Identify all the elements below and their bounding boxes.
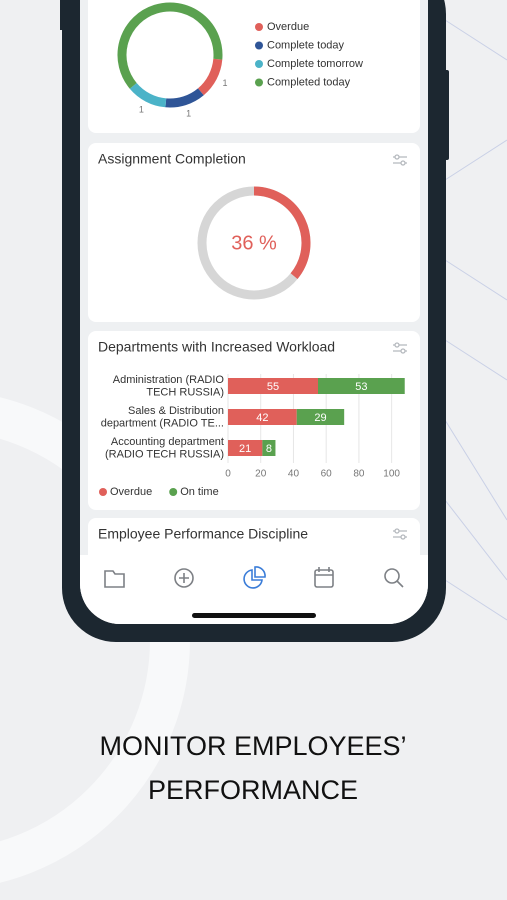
x-tick-label: 80 <box>353 469 365 480</box>
data-label: 1 <box>222 78 227 88</box>
data-label: 1 <box>186 109 191 119</box>
card-title: Employee Performance Discipline <box>98 526 308 542</box>
donut-segment <box>129 82 167 108</box>
headline: MONITOR EMPLOYEES’ <box>99 731 406 761</box>
x-tick-label: 100 <box>383 469 400 480</box>
legend-label: Overdue <box>267 21 309 33</box>
legend-marker <box>169 488 178 496</box>
bar-segment <box>262 440 276 456</box>
donut-segment <box>197 58 223 96</box>
data-label: 55 <box>267 381 279 393</box>
category-label: department (RADIO TE... <box>101 417 224 429</box>
donut-segment <box>165 88 204 108</box>
data-label: 8 <box>266 443 272 455</box>
tab-calendar[interactable] <box>314 567 334 588</box>
card-title: Assignment Completion <box>98 151 246 167</box>
tab-search[interactable] <box>384 568 404 588</box>
home-indicator <box>192 613 316 618</box>
donut-segment <box>117 2 223 89</box>
phone-button <box>444 70 449 160</box>
tab-folder[interactable] <box>104 570 125 588</box>
gauge-label: 36 % <box>231 232 277 254</box>
legend-label: On time <box>180 486 219 498</box>
category-label: TECH RUSSIA) <box>146 386 224 398</box>
data-label: 29 <box>314 412 326 424</box>
bar-segment <box>296 409 345 425</box>
data-label: 42 <box>256 412 268 424</box>
category-label: Administration (RADIO <box>113 374 225 386</box>
legend-marker <box>255 41 263 50</box>
bar-segment <box>228 409 297 425</box>
filter-icons[interactable] <box>393 154 407 540</box>
legend-label: Completed today <box>267 76 351 88</box>
legend-marker <box>255 23 263 31</box>
x-tick-label: 20 <box>255 469 267 480</box>
category-label: (RADIO TECH RUSSIA) <box>105 448 224 460</box>
legend-marker <box>99 488 107 496</box>
bar-segment <box>318 378 405 394</box>
tab-icons <box>104 566 404 589</box>
legend-marker <box>255 60 263 68</box>
card <box>88 143 420 322</box>
legend-label: Overdue <box>110 486 152 498</box>
x-tick-label: 0 <box>225 469 231 480</box>
x-tick-label: 40 <box>288 469 300 480</box>
data-label: 1 <box>139 104 144 114</box>
legend-marker <box>255 78 263 87</box>
card-title: Departments with Increased Workload <box>98 339 335 355</box>
data-label: 53 <box>355 381 367 393</box>
tab-bar <box>80 555 428 624</box>
tab-add[interactable] <box>174 568 194 588</box>
category-label: Sales & Distribution <box>128 405 224 417</box>
bar-segment <box>228 378 318 394</box>
bar-segment <box>228 440 263 456</box>
x-tick-label: 60 <box>321 469 333 480</box>
category-label: Accounting department <box>111 436 224 448</box>
legend-label: Complete tomorrow <box>267 58 363 70</box>
headline: PERFORMANCE <box>148 775 358 805</box>
gauge-value <box>253 186 311 280</box>
phone-button <box>60 0 64 30</box>
tab-analytics[interactable] <box>243 566 266 589</box>
legend-label: Complete today <box>267 39 345 51</box>
decoration-lines <box>444 19 507 621</box>
data-label: 21 <box>239 443 251 455</box>
